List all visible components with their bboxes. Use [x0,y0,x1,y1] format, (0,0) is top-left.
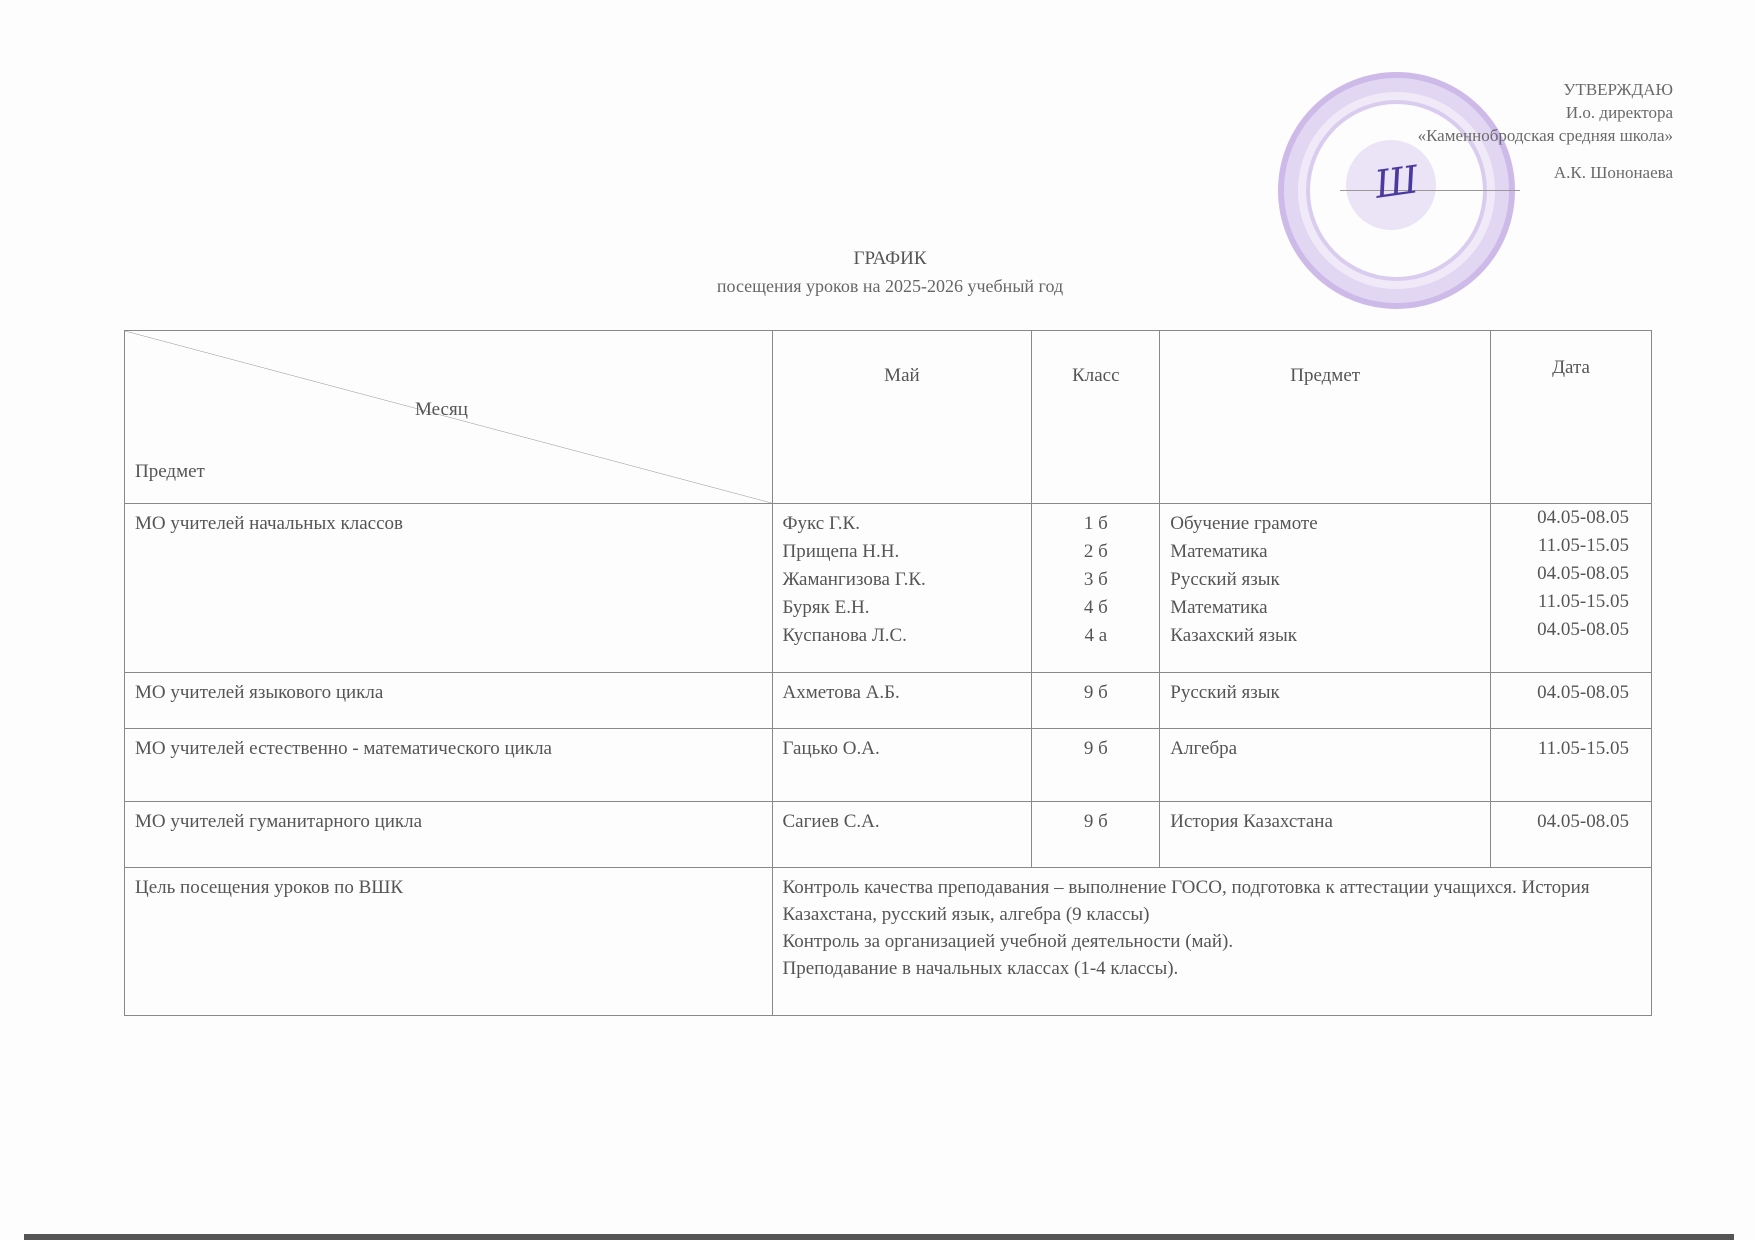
classes-cell: 9 б [1031,672,1161,729]
table-row: МО учителей гуманитарного цикла Сагиев С… [124,801,1652,868]
table-row: МО учителей языкового цикла Ахметова А.Б… [124,672,1652,729]
goal-row: Цель посещения уроков по ВШК Контроль ка… [124,867,1652,1016]
group-cell: МО учителей естественно - математическог… [124,728,773,802]
teachers-cell: Сагиев С.А. [771,801,1033,868]
teachers-cell: Фукс Г.К. Прищепа Н.Н. Жамангизова Г.К. Бур… [771,503,1033,673]
signature-line [1340,190,1520,191]
goal-label: Цель посещения уроков по ВШК [124,867,773,1016]
scan-edge [24,1234,1734,1240]
approval-name: А.К. Шононаева [1553,163,1673,182]
header-date: Дата [1490,330,1652,504]
dates-cell: 04.05-08.05 [1490,801,1652,868]
approval-school: «Каменнобродская средняя школа» [1417,126,1673,145]
doc-subtitle: посещения уроков на 2025-2026 учебный го… [716,276,1064,296]
dates-cell: 04.05-08.05 11.05-15.05 04.05-08.05 11.05-1… [1490,503,1652,673]
header-month: Месяц [415,399,468,420]
group-cell: МО учителей гуманитарного цикла [124,801,773,868]
header-row: Месяц Предмет Май Класс Предмет Дата [124,330,1652,504]
classes-cell: 9 б [1031,728,1161,802]
table-row: МО учителей начальных классов Фукс Г.К. П… [124,503,1652,673]
table-row: МО учителей естественно - математическог… [124,728,1652,802]
header-may: Май [771,330,1033,504]
teachers-cell: Гацько О.А. [771,728,1033,802]
header-subject-group: Предмет [135,461,205,482]
group-cell: МО учителей начальных классов [124,503,773,673]
approval-heading: УТВЕРЖДАЮ [1563,80,1673,99]
teachers-cell: Ахметова А.Б. [771,672,1033,729]
header-subject: Предмет [1159,330,1492,504]
header-class: Класс [1031,330,1161,504]
goal-text: Контроль качества преподавания – выполне… [771,867,1652,1016]
diagonal-header-cell: Месяц Предмет [124,330,773,504]
dates-cell: 11.05-15.05 [1490,728,1652,802]
subjects-cell: История Казахстана [1159,801,1492,868]
subjects-cell: Русский язык [1159,672,1492,729]
doc-title: ГРАФИК [853,248,927,269]
subjects-cell: Алгебра [1159,728,1492,802]
classes-cell: 9 б [1031,801,1161,868]
approval-block: УТВЕРЖДАЮ И.о. директора «Каменнобродска… [1418,78,1673,184]
director-signature: Ш [1372,157,1422,207]
subjects-cell: Обучение грамоте Математика Русский язык Ма… [1159,503,1492,673]
approval-position: И.о. директора [1565,103,1673,122]
schedule-table: Месяц Предмет Май Класс Предмет Дата МО … [124,330,1652,1016]
group-cell: МО учителей языкового цикла [124,672,773,729]
dates-cell: 04.05-08.05 [1490,672,1652,729]
